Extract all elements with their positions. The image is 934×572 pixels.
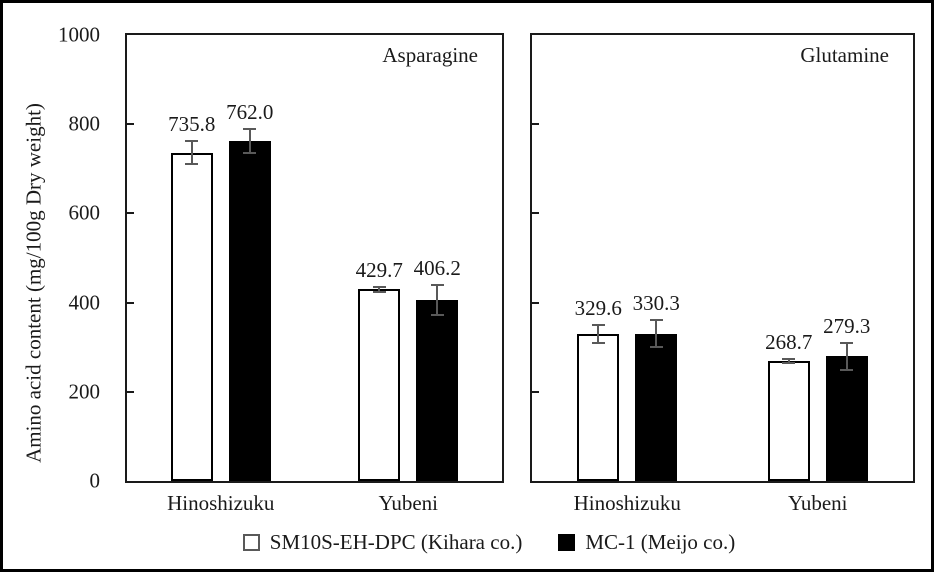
bar [577,333,620,481]
error-bar [436,284,439,315]
error-bar-cap [840,369,854,372]
error-bar [190,141,193,165]
y-tick-mark [127,301,134,304]
error-bar-cap [430,283,444,286]
bar [825,356,868,481]
y-tick-mark [532,301,539,304]
legend-swatch-black [558,534,576,551]
legend-item-mc1: MC-1 (Meijo co.) [558,530,735,555]
error-bar-cap [591,341,605,344]
y-tick-label: 0 [89,468,101,493]
error-bar [655,320,658,348]
x-category-label: Hinoshizuku [167,491,275,515]
y-tick-mark [127,123,134,126]
bar [228,141,271,481]
bar [416,299,459,481]
error-bar [597,325,600,343]
error-bar-cap [185,140,199,143]
y-tick-label: 200 [68,379,101,404]
error-bar-cap [782,358,796,361]
legend-swatch-white [242,534,260,551]
y-tick-mark [127,212,134,215]
bar [170,152,213,481]
legend-label: SM10S-EH-DPC (Kihara co.) [269,530,523,554]
x-category-label: Yubeni [378,491,439,515]
error-bar-cap [430,313,444,316]
y-tick-mark [532,212,539,215]
error-bar [845,342,848,371]
error-bar-cap [649,346,663,349]
error-bar-cap [243,128,257,131]
y-tick-mark [532,390,539,393]
legend-item-sm10s: SM10S-EH-DPC (Kihara co.) [242,530,523,555]
error-bar [248,129,251,154]
bar-value-label: 268.7 [765,330,813,355]
error-bar-cap [372,285,386,288]
panel-title: Glutamine [800,43,889,67]
y-tick-label: 1000 [58,22,100,47]
bar [767,361,810,481]
error-bar [787,359,790,363]
x-category-label: Hinoshizuku [573,491,681,515]
y-tick-label: 600 [68,200,101,225]
error-bar-cap [591,324,605,327]
error-bar-cap [649,319,663,322]
bar-value-label: 330.3 [632,291,680,316]
y-tick-mark [532,123,539,126]
y-tick-label: 400 [68,290,101,315]
y-axis-title: Amino acid content (mg/100g Dry weight) [21,103,46,463]
bar-value-label: 279.3 [823,313,871,338]
error-bar-cap [782,361,796,364]
bar-value-label: 735.8 [168,112,216,137]
bar-value-label: 329.6 [574,296,622,321]
error-bar-cap [372,291,386,294]
x-category-label: Yubeni [788,491,848,515]
bar [635,333,678,481]
error-bar-cap [840,341,854,344]
bar-value-label: 762.0 [226,100,274,125]
bar-value-label: 429.7 [355,257,403,282]
bar [358,289,401,481]
panel-title: Asparagine [382,43,478,67]
legend: SM10S-EH-DPC (Kihara co.) MC-1 (Meijo co… [25,530,931,555]
y-tick-label: 800 [68,111,101,136]
bar-value-label: 406.2 [413,255,461,280]
y-tick-mark [127,390,134,393]
error-bar-cap [243,152,257,155]
legend-label: MC-1 (Meijo co.) [585,530,736,554]
error-bar [378,286,381,293]
error-bar-cap [185,163,199,166]
